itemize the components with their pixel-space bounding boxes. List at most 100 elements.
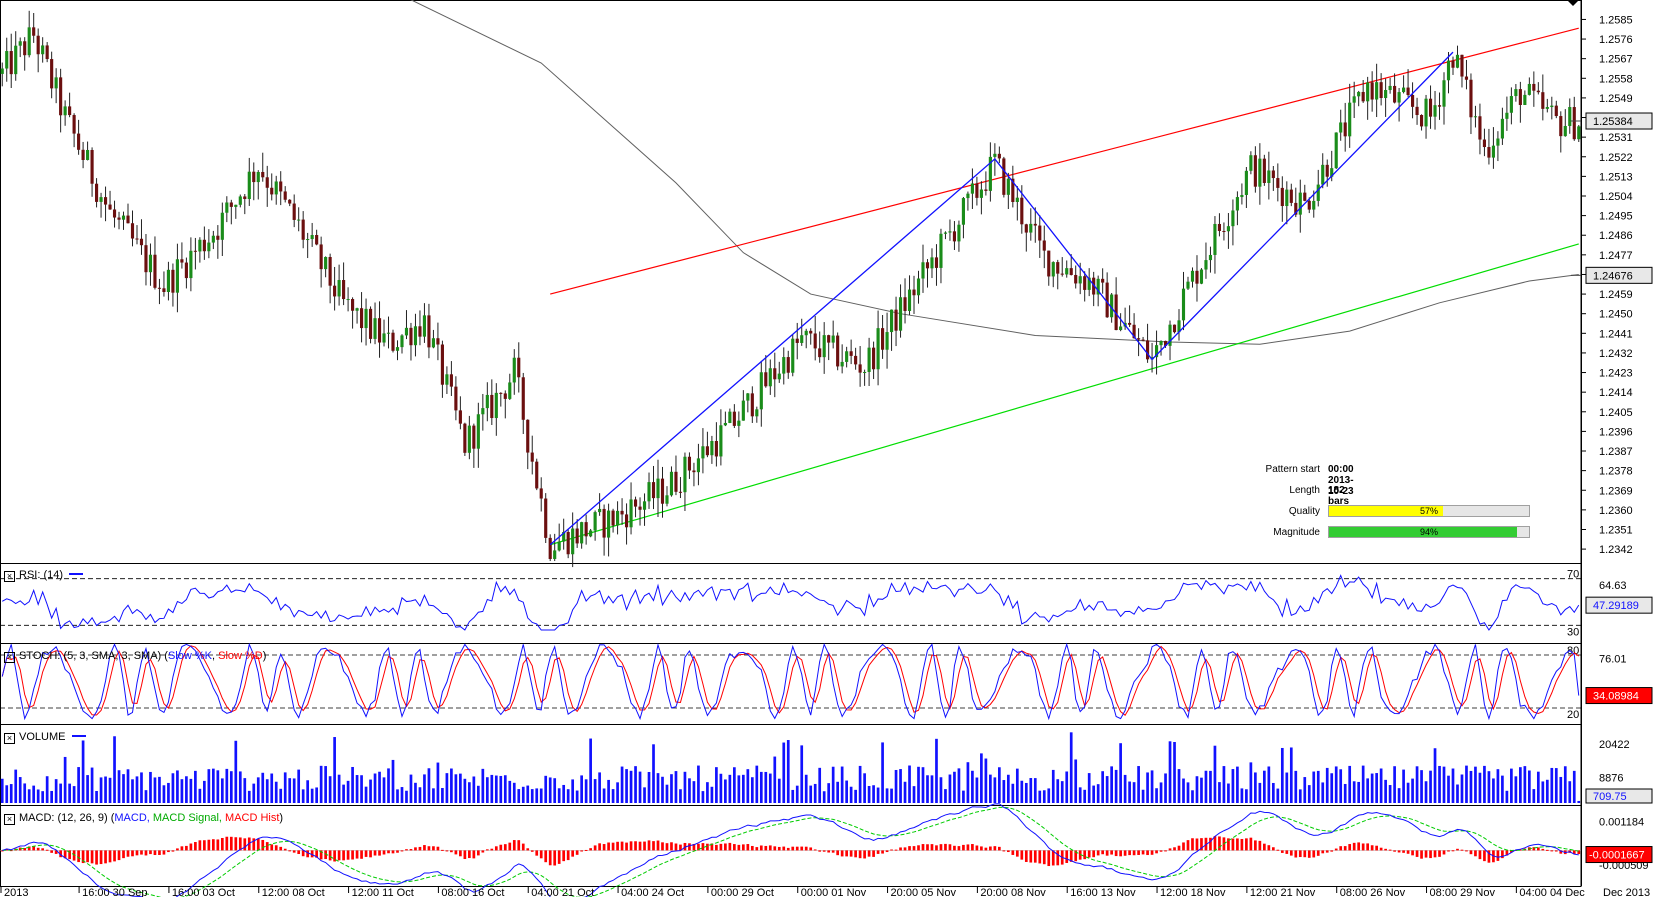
- volume-bar: [9, 784, 13, 803]
- volume-bar: [1361, 765, 1365, 803]
- quality-bar-fill: [1329, 506, 1443, 516]
- volume-bar: [1114, 769, 1118, 803]
- volume-bar: [962, 790, 965, 803]
- macd-hist-bar: [571, 850, 575, 857]
- volume-bar: [1096, 784, 1100, 803]
- volume-bar: [557, 788, 561, 803]
- macd-hist-bar: [993, 846, 997, 851]
- macd-hist-bar: [634, 841, 637, 851]
- macd-hist-bar: [189, 843, 193, 851]
- candle-body: [386, 332, 391, 334]
- volume-bar: [1173, 742, 1176, 803]
- candle-body: [925, 262, 930, 269]
- candle-body: [1190, 270, 1195, 282]
- volume-bar: [23, 783, 27, 803]
- macd-hist-bar: [1312, 850, 1316, 858]
- macd-hist-bar: [423, 845, 426, 851]
- macd-hist-bar: [1177, 845, 1181, 851]
- macd-hist-bar: [1447, 850, 1450, 852]
- volume-bar: [840, 766, 844, 803]
- volume-bar: [957, 768, 961, 803]
- volume-close-icon[interactable]: ×: [4, 733, 15, 744]
- macd-hist-bar: [27, 846, 31, 851]
- volume-bar: [265, 779, 269, 803]
- candle-body: [1172, 324, 1177, 333]
- candle-body: [1101, 278, 1105, 283]
- candle-body: [580, 522, 584, 544]
- macd-hist-bar: [971, 844, 974, 851]
- volume-bar: [530, 789, 534, 803]
- macd-hist-bar: [238, 837, 242, 851]
- volume-panel-title: × VOLUME: [4, 731, 86, 744]
- volume-bar: [490, 774, 494, 803]
- macd-hist-bar: [854, 850, 857, 858]
- volume-bar: [1312, 771, 1316, 803]
- volume-bar: [984, 758, 988, 803]
- macd-hist-bar: [544, 850, 548, 863]
- volume-bar: [1343, 783, 1347, 803]
- candle-body: [238, 196, 242, 205]
- candle-body: [368, 308, 373, 339]
- volume-bar: [1249, 762, 1253, 803]
- magnitude-bar: 94%: [1328, 526, 1530, 538]
- candle-body: [1235, 197, 1239, 211]
- candle-body: [1226, 226, 1230, 232]
- candle-body: [903, 297, 907, 311]
- candle-body: [768, 368, 772, 387]
- candle-body: [288, 199, 292, 204]
- macd-hist-bar: [1514, 849, 1518, 851]
- stoch-close-icon[interactable]: ×: [4, 652, 15, 663]
- macd-close-icon[interactable]: ×: [4, 814, 15, 825]
- volume-bar: [54, 779, 58, 803]
- macd-hist-bar: [1334, 848, 1338, 851]
- volume-bar: [715, 767, 718, 803]
- volume-bar: [804, 774, 808, 803]
- candle-body: [1150, 357, 1154, 360]
- candle-body: [786, 357, 790, 373]
- macd-hist-bar: [580, 850, 583, 852]
- volume-bar: [95, 791, 98, 803]
- macd-hist-bar: [45, 849, 49, 851]
- macd-signal-line: [2, 806, 1579, 897]
- rsi-close-icon[interactable]: ×: [4, 571, 15, 582]
- macd-hist-bar: [625, 842, 628, 851]
- macd-hist-bar: [1442, 850, 1446, 855]
- candle-body: [1343, 122, 1347, 137]
- candle-body: [701, 446, 705, 459]
- volume-bar: [539, 788, 543, 803]
- volume-bar: [270, 773, 274, 803]
- candle-body: [216, 235, 220, 240]
- candle-body: [1060, 273, 1064, 275]
- volume-bar: [584, 779, 588, 803]
- price-tick-label: 1.2558: [1599, 73, 1633, 85]
- volume-bar: [1339, 769, 1343, 803]
- candle-body: [481, 408, 485, 415]
- macd-hist-bar: [962, 844, 965, 851]
- macd-hist-bar: [342, 850, 345, 861]
- volume-bar: [400, 787, 404, 803]
- volume-bar: [845, 780, 848, 803]
- macd-hist-bar: [1415, 850, 1419, 857]
- x-tick-label: 2013: [4, 887, 28, 897]
- macd-hist-bar: [459, 850, 462, 857]
- candle-body: [665, 495, 669, 504]
- volume-bar: [243, 778, 247, 803]
- volume-bar: [1186, 782, 1190, 803]
- candle-body: [1056, 262, 1060, 274]
- macd-hist-bar: [270, 844, 274, 851]
- price-tick-label: 1.2522: [1599, 152, 1633, 164]
- volume-bar: [1501, 775, 1504, 803]
- macd-hist-bar: [1123, 850, 1127, 856]
- volume-bar: [494, 775, 498, 803]
- volume-current-label: 709.75: [1593, 791, 1627, 803]
- macd-hist-bar: [926, 844, 929, 851]
- candle-body: [404, 327, 409, 336]
- macd-hist-bar: [86, 850, 89, 863]
- candle-body: [1366, 82, 1370, 102]
- macd-hist-bar: [292, 850, 296, 853]
- candle-body: [126, 215, 130, 224]
- macd-hist-bar: [72, 850, 76, 861]
- price-tick-label: 1.2513: [1599, 171, 1633, 183]
- volume-bar: [890, 788, 893, 803]
- candle-body: [795, 338, 799, 343]
